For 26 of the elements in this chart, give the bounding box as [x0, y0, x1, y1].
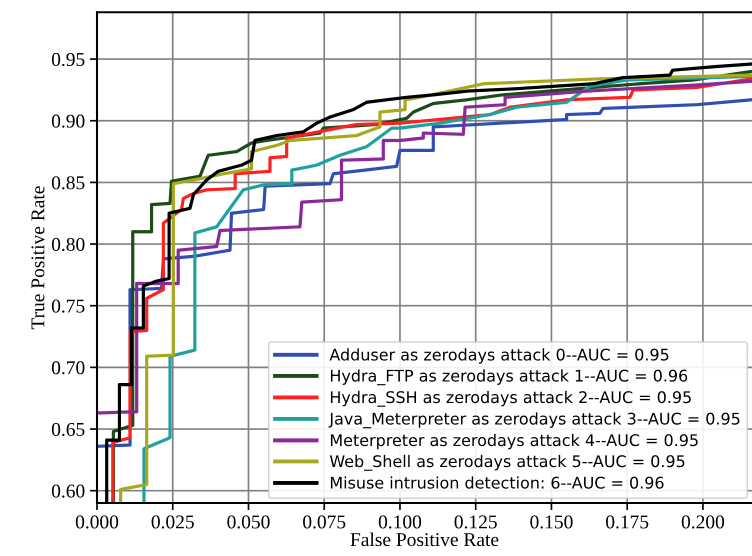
y-tick-label: 0.60 — [52, 484, 84, 498]
legend-label: Misuse intrusion detection: 6--AUC = 0.96 — [330, 476, 664, 489]
legend-label: Meterpreter as zerodays attack 4--AUC = 0.95 — [330, 434, 698, 450]
legend-label: Java_Meterpreter as zerodays attack 3--AUC = 0.95 — [328, 412, 740, 428]
legend-label: Web_Shell as zerodays attack 5--AUC = 0.95 — [330, 454, 684, 471]
legend-label: Hydra_FTP as zerodays attack 1--AUC = 0.96 — [330, 369, 688, 386]
x-tick-label: 0.050 — [227, 515, 270, 529]
y-tick-label: 0.75 — [52, 300, 84, 313]
x-tick-label: 0.100 — [378, 515, 422, 529]
legend-label: Hydra_SSH as zerodays attack 2--AUC = 0.95 — [330, 390, 691, 407]
y-tick-label: 0.95 — [52, 52, 84, 66]
x-axis-title: False Positive Rate — [350, 532, 498, 546]
y-tick-label: 0.80 — [52, 238, 84, 252]
y-tick-label: 0.70 — [52, 361, 84, 374]
x-tick-label: 0.075 — [303, 515, 346, 529]
x-tick-label: 0.150 — [530, 515, 573, 529]
y-tick-label: 0.85 — [52, 176, 84, 190]
x-tick-label: 0.175 — [606, 515, 648, 529]
x-tick-label: 0.125 — [454, 515, 497, 529]
x-tick-label: 0.000 — [76, 515, 118, 529]
x-tick-label: 0.200 — [682, 515, 724, 529]
y-tick-label: 0.90 — [52, 114, 84, 128]
legend-label: Adduser as zerodays attack 0--AUC = 0.95 — [329, 348, 668, 364]
x-tick-label: 0.025 — [152, 515, 194, 529]
y-tick-label: 0.65 — [52, 422, 84, 436]
y-axis-title: True Positive Rate — [31, 186, 44, 330]
